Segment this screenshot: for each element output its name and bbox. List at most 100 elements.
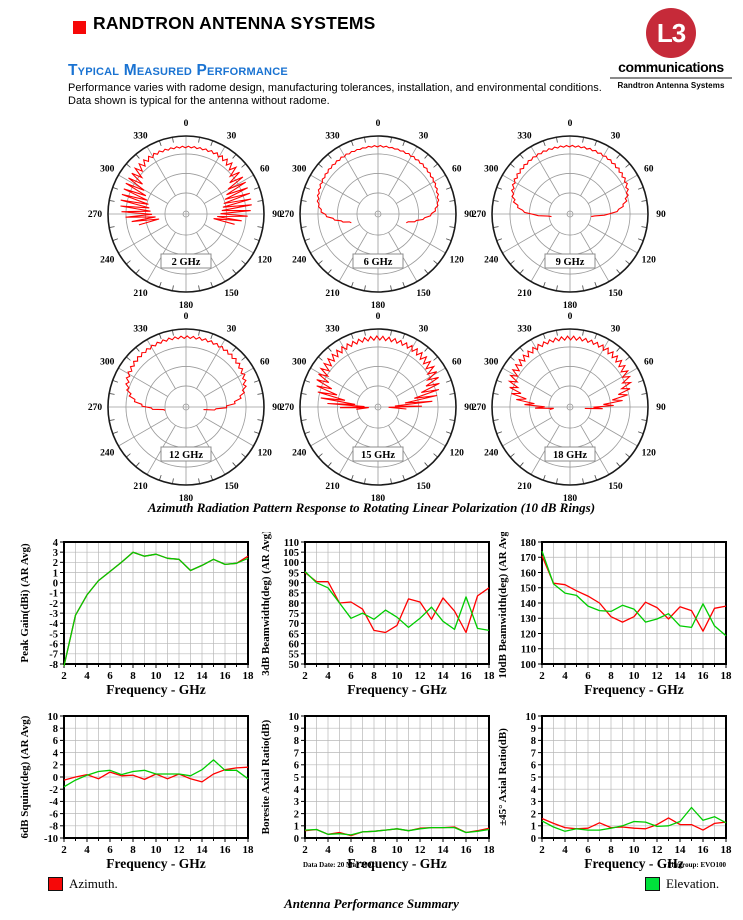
svg-text:8: 8 — [608, 670, 614, 682]
svg-text:210: 210 — [517, 482, 532, 492]
svg-text:180: 180 — [563, 494, 578, 504]
svg-text:6: 6 — [53, 736, 58, 747]
svg-text:90: 90 — [272, 403, 282, 413]
svg-text:-4: -4 — [49, 797, 58, 808]
svg-text:75: 75 — [289, 609, 300, 620]
svg-text:120: 120 — [450, 449, 465, 459]
svg-text:150: 150 — [224, 289, 239, 299]
header-red-square-icon — [73, 21, 86, 34]
polar-plot-12ghz: 0 30 60 90 120 150 180 210 240 270 300 330 12 GHz — [88, 312, 282, 504]
intro-text-line2: Data shown is typical for the antenna wi… — [68, 95, 330, 107]
svg-text:30: 30 — [419, 324, 429, 334]
svg-text:170: 170 — [520, 553, 536, 564]
svg-text:0: 0 — [568, 312, 573, 322]
svg-text:9: 9 — [531, 724, 536, 735]
svg-text:10dB Beamwidth(deg) (AR Avg): 10dB Beamwidth(deg) (AR Avg) — [497, 532, 509, 679]
svg-text:12: 12 — [174, 844, 186, 856]
svg-text:-4: -4 — [49, 619, 58, 630]
svg-text:4: 4 — [294, 785, 300, 796]
svg-text:-10: -10 — [44, 834, 58, 845]
svg-text:7: 7 — [531, 748, 536, 759]
page-title: RANDTRON ANTENNA SYSTEMS — [93, 13, 376, 33]
svg-text:140: 140 — [520, 599, 536, 610]
svg-text:180: 180 — [371, 301, 386, 311]
svg-text:Peak Gain(dBi) (AR Avg): Peak Gain(dBi) (AR Avg) — [19, 543, 31, 663]
polar-plot-15ghz: 0 30 60 90 120 150 180 210 240 270 300 330 15 GHz — [280, 312, 474, 504]
svg-text:110: 110 — [284, 538, 299, 549]
svg-text:65: 65 — [289, 629, 300, 640]
svg-text:150: 150 — [608, 482, 623, 492]
svg-text:240: 240 — [292, 256, 307, 266]
svg-text:60: 60 — [644, 358, 654, 368]
svg-text:30: 30 — [611, 324, 621, 334]
svg-text:14: 14 — [197, 670, 209, 682]
svg-text:180: 180 — [563, 301, 578, 311]
svg-text:12: 12 — [415, 844, 427, 856]
svg-text:16: 16 — [461, 844, 473, 856]
svg-text:8: 8 — [130, 670, 136, 682]
svg-text:Frequency - GHz: Frequency - GHz — [347, 682, 446, 697]
svg-text:-5: -5 — [49, 629, 58, 640]
svg-text:210: 210 — [517, 289, 532, 299]
svg-text:120: 120 — [642, 256, 657, 266]
svg-text:240: 240 — [100, 449, 115, 459]
svg-text:12: 12 — [652, 670, 664, 682]
svg-text:150: 150 — [416, 482, 431, 492]
svg-text:2: 2 — [539, 670, 545, 682]
svg-text:60: 60 — [260, 165, 270, 175]
svg-text:Boresite Axial Ratio(dB): Boresite Axial Ratio(dB) — [260, 719, 272, 834]
svg-text:300: 300 — [100, 358, 115, 368]
svg-text:6: 6 — [348, 844, 354, 856]
svg-text:90: 90 — [656, 403, 666, 413]
svg-text:18: 18 — [243, 670, 255, 682]
svg-text:10: 10 — [526, 712, 537, 723]
svg-text:95: 95 — [289, 568, 300, 579]
svg-text:120: 120 — [642, 449, 657, 459]
svg-text:300: 300 — [292, 165, 307, 175]
svg-text:330: 330 — [517, 131, 532, 141]
summary-caption: Antenna Performance Summary — [284, 896, 459, 911]
svg-text:270: 270 — [472, 210, 487, 220]
svg-text:180: 180 — [179, 301, 194, 311]
svg-text:18: 18 — [721, 670, 733, 682]
svg-text:4: 4 — [53, 538, 59, 549]
svg-text:12: 12 — [415, 670, 427, 682]
svg-text:1: 1 — [294, 822, 299, 833]
svg-text:80: 80 — [289, 599, 300, 610]
svg-text:8: 8 — [371, 844, 377, 856]
svg-text:10: 10 — [629, 670, 641, 682]
svg-text:210: 210 — [325, 289, 340, 299]
svg-text:60: 60 — [452, 165, 462, 175]
l3-communications-logo: L3 communications Randtron Antenna Syste… — [610, 8, 732, 90]
svg-text:18: 18 — [484, 844, 496, 856]
svg-text:240: 240 — [292, 449, 307, 459]
svg-text:0: 0 — [53, 578, 58, 589]
svg-text:210: 210 — [325, 482, 340, 492]
svg-text:2 GHz: 2 GHz — [172, 257, 201, 268]
svg-text:7: 7 — [294, 748, 299, 759]
svg-text:60: 60 — [289, 639, 300, 650]
svg-text:0: 0 — [53, 773, 58, 784]
svg-text:240: 240 — [484, 256, 499, 266]
svg-text:6: 6 — [585, 844, 591, 856]
svg-text:120: 120 — [258, 449, 273, 459]
svg-text:6: 6 — [294, 761, 299, 772]
svg-text:0: 0 — [376, 119, 381, 129]
legend-elevation-label: Elevation. — [666, 876, 720, 891]
svg-text:270: 270 — [88, 403, 103, 413]
svg-text:Frequency - GHz: Frequency - GHz — [347, 856, 446, 871]
svg-text:50: 50 — [289, 660, 300, 671]
svg-text:3: 3 — [531, 797, 536, 808]
svg-text:2: 2 — [531, 809, 536, 820]
legend-elevation: Elevation. — [645, 876, 719, 892]
svg-text:300: 300 — [484, 358, 499, 368]
l3-logo-mark: L3 — [656, 17, 686, 48]
svg-text:120: 120 — [520, 629, 536, 640]
svg-text:330: 330 — [517, 324, 532, 334]
svg-text:300: 300 — [100, 165, 115, 175]
chart-3db-beamwidth: 2 4 6 8 10 12 14 16 18 50556065707580859095100105… — [260, 532, 495, 697]
svg-text:12 GHz: 12 GHz — [169, 450, 203, 461]
svg-text:-2: -2 — [49, 599, 58, 610]
svg-text:90: 90 — [656, 210, 666, 220]
